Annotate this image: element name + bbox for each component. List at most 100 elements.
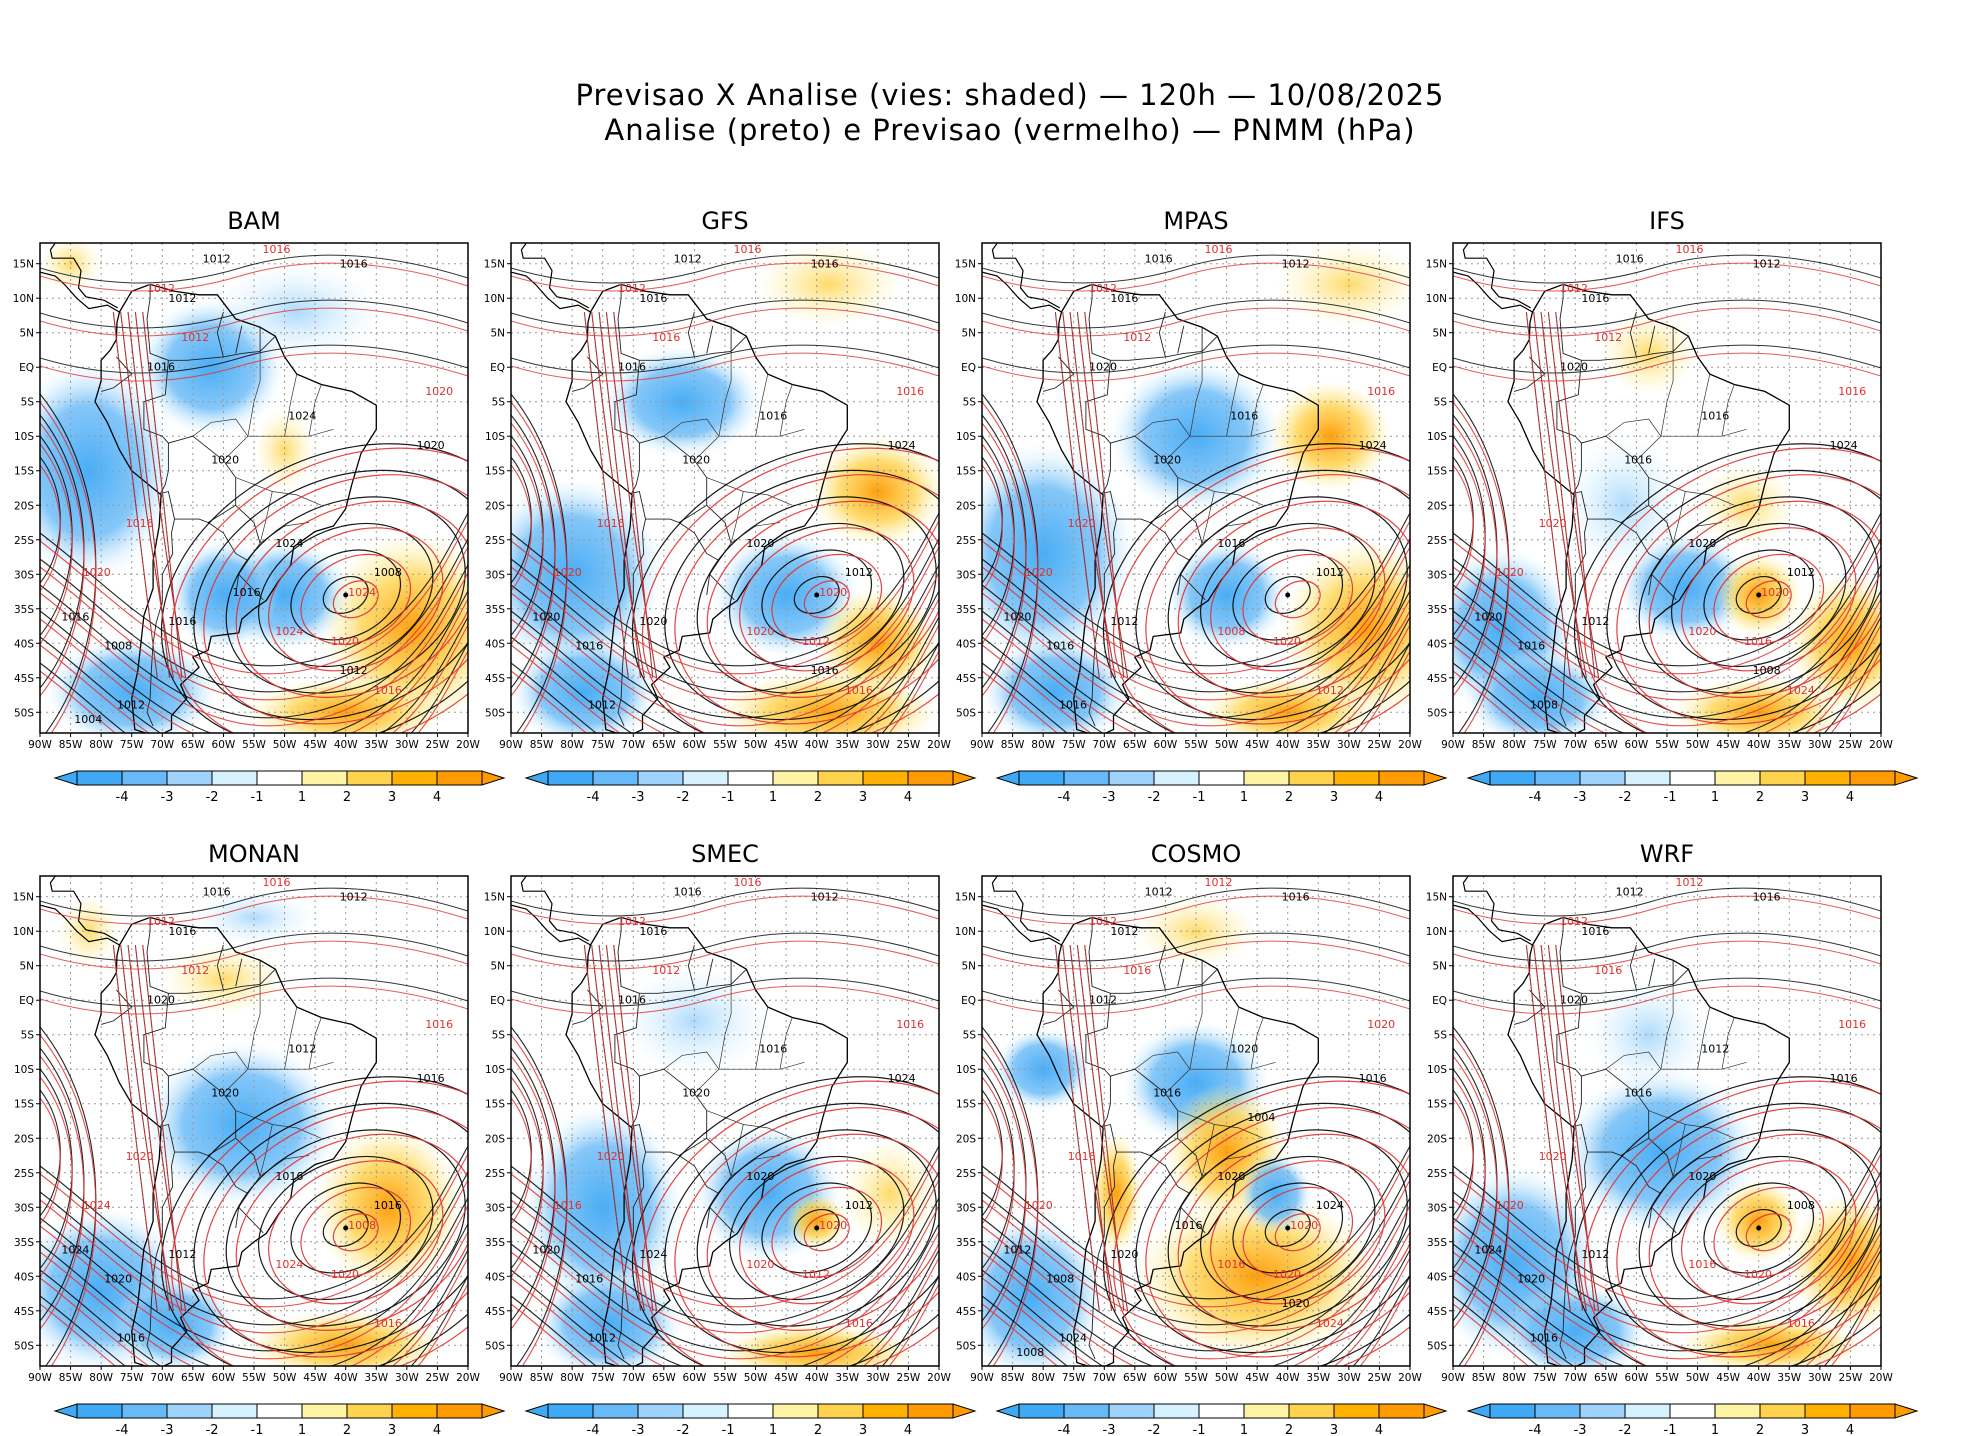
colorbar-label: 4: [433, 1423, 441, 1436]
forecast-contour-label: 1020: [1688, 625, 1716, 638]
lat-lon-grid: [40, 876, 468, 1366]
lat-tick-label: 5S: [1434, 397, 1448, 409]
lat-tick-label: 20S: [956, 1133, 976, 1145]
lat-tick-label: 5S: [21, 397, 35, 409]
analysis-contour-label: 1016: [759, 409, 787, 422]
isobars: [40, 887, 468, 1366]
lon-tick-label: 90W: [499, 1372, 523, 1384]
analysis-contour-label: 1012: [288, 1042, 316, 1055]
analysis-contour-label: 1024: [1474, 1243, 1502, 1256]
lon-tick-label: 50W: [744, 1372, 768, 1384]
lon-tick-label: 60W: [683, 739, 707, 751]
lat-tick-label: 10N: [484, 293, 505, 305]
lat-tick-label: 5S: [963, 1030, 977, 1042]
lon-tick-label: 35W: [1777, 739, 1801, 751]
lon-tick-label: 35W: [364, 1372, 388, 1384]
forecast-contour-label: 1024: [275, 625, 303, 638]
analysis-contour-label: 1016: [575, 640, 603, 653]
analysis-contour-label: 1008: [1530, 699, 1558, 712]
lat-lon-grid: [511, 876, 939, 1366]
lon-tick-label: 90W: [1441, 739, 1465, 751]
lat-tick-label: 35S: [956, 1237, 976, 1249]
lon-tick-label: 80W: [560, 739, 584, 751]
lat-tick-label: 35S: [485, 1237, 505, 1249]
analysis-contour-label: 1016: [1175, 1219, 1203, 1232]
bias-shading: [40, 889, 462, 1366]
analysis-contour-label: 1016: [168, 925, 196, 938]
analysis-contour-label: 1020: [417, 439, 445, 452]
colorbar-label: 4: [904, 790, 912, 805]
lat-tick-label: EQ: [1432, 995, 1447, 1007]
analysis-contour-label: 1012: [1581, 615, 1609, 628]
lon-tick-label: 30W: [395, 739, 419, 751]
colorbar-label: 4: [433, 790, 441, 805]
lat-tick-label: 50S: [14, 1340, 34, 1352]
lat-tick-label: 15N: [13, 259, 34, 271]
colorbar-label: 4: [1846, 1423, 1854, 1436]
lon-tick-label: 90W: [1441, 1372, 1465, 1384]
forecast-contour-label: 1020: [425, 385, 453, 398]
colorbar-swatch: [1714, 1403, 1761, 1419]
lon-tick-label: 80W: [89, 739, 113, 751]
lat-tick-label: 5N: [961, 961, 976, 973]
colorbar: -4 -3 -2 -1 1 2 3 4: [1466, 1403, 1919, 1436]
lon-tick-label: 70W: [150, 1372, 174, 1384]
colorbar: -4 -3 -2 -1 1 2 3 4: [53, 1403, 506, 1436]
colorbar-swatch: [1153, 1403, 1200, 1419]
analysis-contour-label: 1012: [1787, 566, 1815, 579]
lon-tick-label: 30W: [1808, 1372, 1832, 1384]
colorbar-swatch: [547, 770, 594, 786]
lat-tick-label: EQ: [961, 362, 976, 374]
forecast-contour-label: 1020: [1025, 566, 1053, 579]
colorbar-label: 2: [814, 1423, 822, 1436]
lon-tick-label: 45W: [774, 739, 798, 751]
lat-tick-label: 10S: [14, 1064, 34, 1076]
analysis-contour-label: 1016: [811, 664, 839, 677]
analysis-contour-label: 1012: [1089, 993, 1117, 1006]
analysis-contour-label: 1012: [168, 292, 196, 305]
colorbar-label: -3: [1574, 1423, 1587, 1436]
lon-tick-label: 85W: [530, 1372, 554, 1384]
lon-tick-label: 25W: [1368, 739, 1392, 751]
forecast-contour-label: 1016: [374, 1317, 402, 1330]
low-center-marker: [1756, 1225, 1762, 1231]
analysis-contour-label: 1016: [233, 586, 261, 599]
colorbar-swatch: [301, 770, 348, 786]
forecast-contour-label: 1016: [845, 684, 873, 697]
forecast-contour-label: 1016: [896, 385, 924, 398]
analysis-contour-label: 1012: [1110, 925, 1138, 938]
lat-tick-label: 15N: [955, 892, 976, 904]
forecast-contour-label: 1016: [374, 684, 402, 697]
lon-tick-label: 30W: [395, 1372, 419, 1384]
lat-lon-grid: [511, 243, 939, 733]
lon-tick-label: 60W: [1154, 1372, 1178, 1384]
forecast-contour-label: 1020: [1744, 1268, 1772, 1281]
colorbar-label: 3: [1801, 1423, 1809, 1436]
lon-tick-label: 20W: [927, 1372, 951, 1384]
lat-tick-label: 5N: [961, 328, 976, 340]
panel-title: MPAS: [1163, 207, 1228, 235]
lat-tick-label: 40S: [1427, 638, 1447, 650]
lon-tick-label: 60W: [212, 1372, 236, 1384]
analysis-contour-label: 1012: [588, 1332, 616, 1345]
lon-tick-label: 70W: [1563, 739, 1587, 751]
analysis-contour-label: 1008: [1046, 1273, 1074, 1286]
analysis-contour-label: 1024: [61, 1243, 89, 1256]
colorbar-label: 1: [769, 790, 777, 805]
lon-tick-label: 75W: [1533, 1372, 1557, 1384]
analysis-contour-label: 1012: [1616, 886, 1644, 899]
colorbar-label: 3: [859, 790, 867, 805]
analysis-contour-label: 1016: [639, 292, 667, 305]
lat-tick-label: 15N: [484, 892, 505, 904]
forecast-contour-label: 1008: [1217, 625, 1245, 638]
lat-tick-label: 10N: [955, 926, 976, 938]
analysis-contour-label: 1016: [1830, 1072, 1858, 1085]
forecast-contour-label: 1020: [1496, 1199, 1524, 1212]
colorbar-swatch: [346, 770, 393, 786]
analysis-contour-label: 1016: [1517, 640, 1545, 653]
forecast-contour-label: 1012: [652, 964, 680, 977]
